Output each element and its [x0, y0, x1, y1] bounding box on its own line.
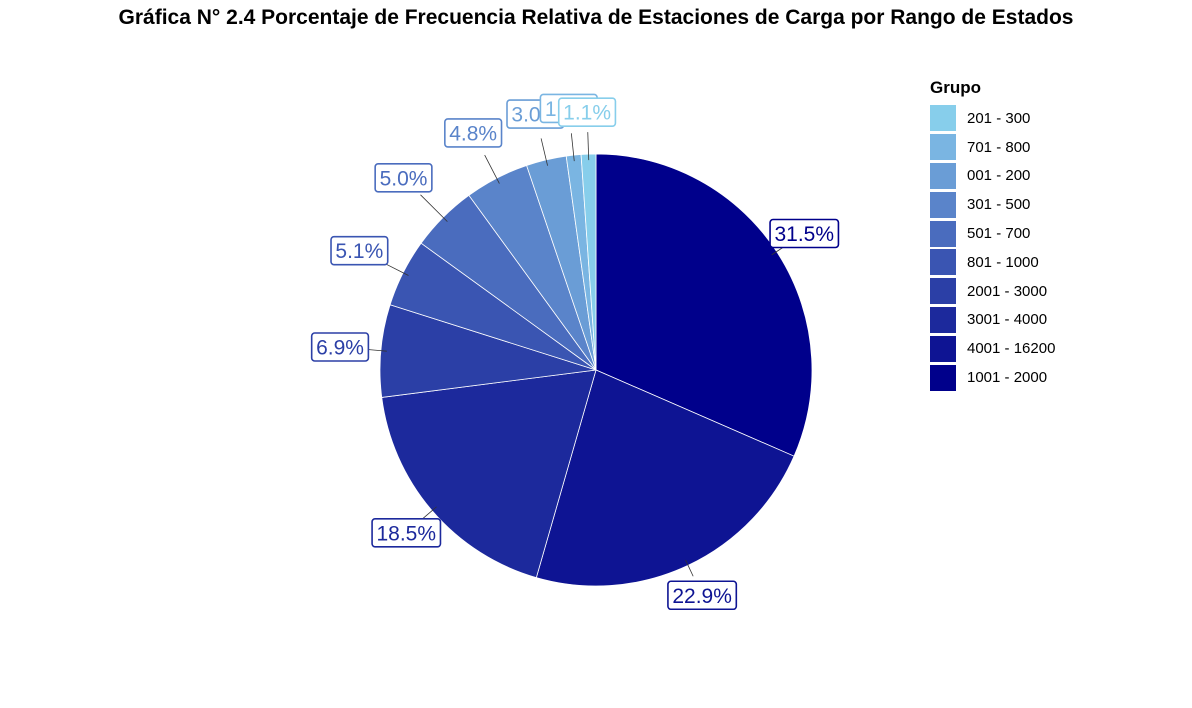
legend-label: 501 - 700	[967, 225, 1031, 243]
legend-swatch	[930, 335, 956, 362]
legend-swatch	[930, 249, 956, 276]
legend-swatch	[930, 278, 956, 305]
legend-swatch	[930, 306, 956, 333]
data-label: 5.1%	[335, 240, 383, 263]
legend-label: 801 - 1000	[967, 253, 1039, 271]
leader-line	[368, 349, 387, 352]
legend-swatch	[930, 220, 956, 247]
data-label: 18.5%	[376, 522, 436, 545]
legend-label: 4001 - 16200	[967, 340, 1056, 358]
legend-item: 4001 - 16200	[930, 334, 1055, 363]
leader-line	[422, 506, 437, 519]
legend-swatch	[930, 105, 956, 132]
data-label-box	[444, 118, 503, 148]
data-label: 1.1%	[563, 102, 611, 125]
leader-line	[570, 133, 575, 162]
legend-label: 001 - 200	[967, 167, 1031, 185]
legend-item: 501 - 700	[930, 219, 1055, 248]
leader-line	[420, 194, 448, 222]
legend-label: 201 - 300	[967, 109, 1031, 127]
data-label-box	[667, 580, 738, 611]
legend-item: 701 - 800	[930, 133, 1055, 162]
data-label: 6.9%	[316, 337, 364, 360]
data-label-box	[371, 517, 442, 548]
data-label-box	[769, 218, 840, 249]
data-label: 31.5%	[774, 223, 834, 246]
legend-label: 2001 - 3000	[967, 282, 1048, 300]
legend-swatch	[930, 162, 956, 189]
legend-title: Grupo	[930, 78, 981, 97]
leader-line	[484, 154, 500, 184]
legend-swatch	[930, 134, 956, 161]
leader-line	[540, 138, 548, 166]
legend-label: 301 - 500	[967, 196, 1031, 214]
legend-swatch	[930, 191, 956, 218]
legend-item: 1001 - 2000	[930, 363, 1055, 392]
legend-item: 201 - 300	[930, 104, 1055, 133]
leader-line	[587, 132, 590, 161]
legend-item: 001 - 200	[930, 162, 1055, 191]
chart-title: Gráfica N° 2.4 Porcentaje de Frecuencia …	[118, 6, 1074, 29]
data-label: 22.9%	[672, 585, 732, 608]
legend-item: 2001 - 3000	[930, 277, 1055, 306]
data-label-box	[374, 163, 433, 193]
data-label: 5.0%	[380, 167, 428, 190]
legend-label: 1001 - 2000	[967, 369, 1048, 387]
legend-item: 801 - 1000	[930, 248, 1055, 277]
legend-label: 3001 - 4000	[967, 311, 1048, 329]
data-label-box	[310, 332, 370, 362]
legend-label: 701 - 800	[967, 138, 1031, 156]
legend: Grupo 201 - 300 701 - 800 001 - 200 301 - 5…	[930, 78, 1055, 392]
leader-line	[685, 559, 694, 577]
legend-item: 3001 - 4000	[930, 306, 1055, 335]
legend-item: 301 - 500	[930, 190, 1055, 219]
data-label: 4.8%	[449, 122, 497, 145]
data-label-box	[557, 97, 617, 127]
legend-swatch	[930, 364, 956, 391]
data-label-box	[330, 235, 389, 266]
